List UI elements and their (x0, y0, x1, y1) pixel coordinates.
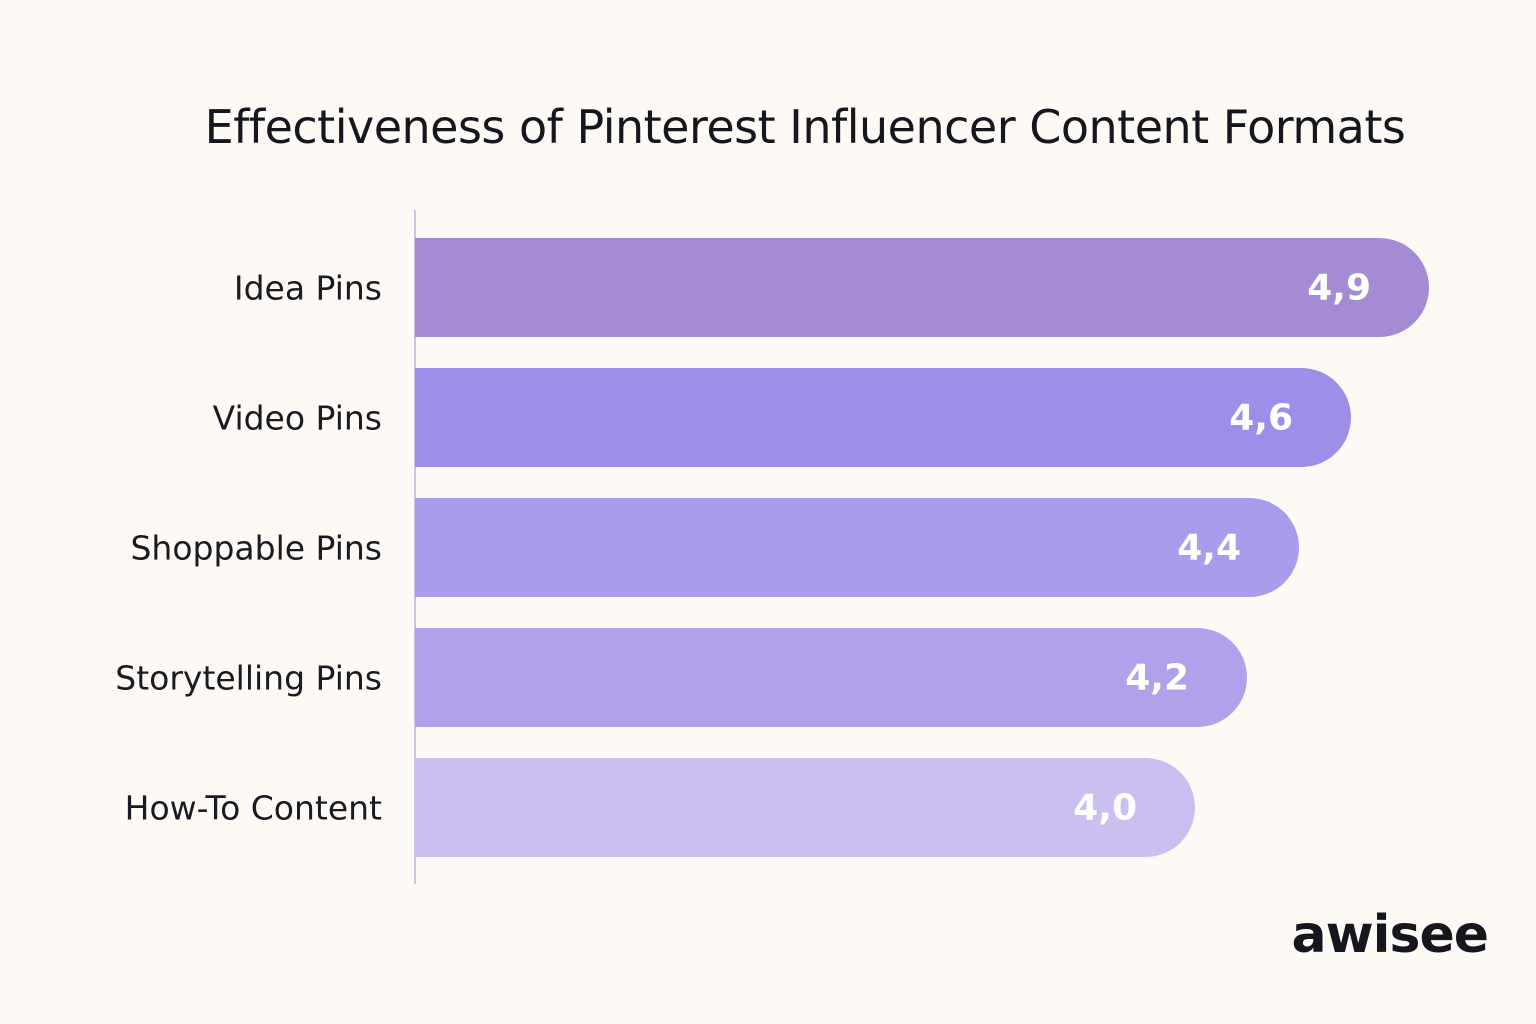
bar (415, 758, 1195, 857)
category-label: Shoppable Pins (130, 528, 382, 567)
chart-title: Effectiveness of Pinterest Influencer Co… (204, 100, 1406, 154)
bar (415, 368, 1351, 467)
bar (415, 498, 1299, 597)
bar (415, 238, 1429, 337)
bar (415, 628, 1247, 727)
data-label: 4,4 (1177, 527, 1241, 568)
data-label: 4,6 (1229, 397, 1293, 438)
data-label: 4,2 (1125, 657, 1189, 698)
awisee-logo: awisee (1291, 905, 1489, 965)
category-label: Storytelling Pins (115, 658, 382, 697)
data-label: 4,0 (1073, 787, 1137, 828)
category-label: Idea Pins (233, 268, 382, 307)
category-label: How-To Content (124, 788, 382, 827)
category-label: Video Pins (212, 398, 382, 437)
data-label: 4,9 (1307, 267, 1371, 308)
y-axis-line (414, 210, 416, 884)
